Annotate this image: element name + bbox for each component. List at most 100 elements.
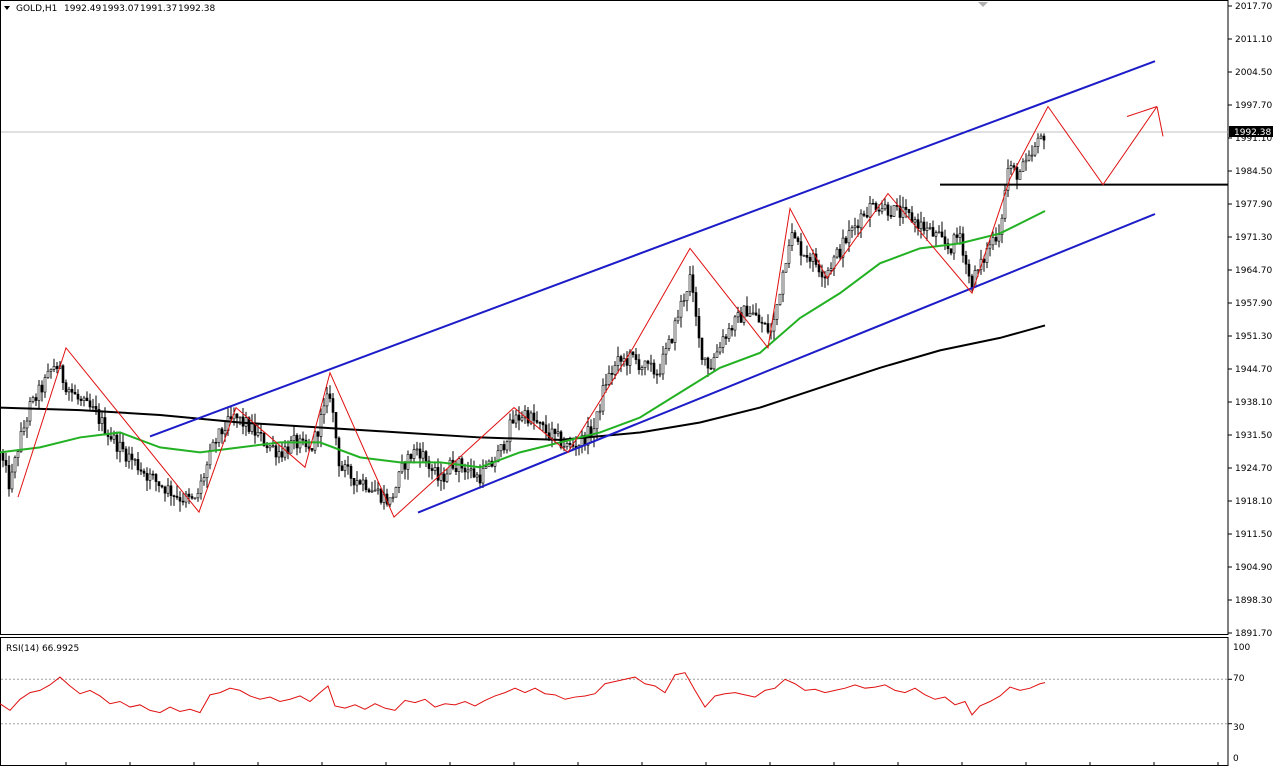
candle-body [301,438,305,441]
rsi-level-0: 0 [1233,754,1239,764]
candle-body [523,410,527,419]
candle-body [112,434,116,440]
candle-body [499,444,503,452]
candle-body [643,360,647,368]
channel-upper-line [149,60,1156,438]
candle-body [1009,165,1013,169]
candle-body [259,432,263,434]
price-tick-label: 1911.50 [1235,530,1272,540]
candle-body [1003,189,1007,219]
candle-body [556,431,560,434]
candle-body [1012,165,1016,168]
candle-body [184,493,188,503]
candle-body [37,384,41,401]
ohlc-high: 1993.07 [102,4,139,14]
candle-body [1033,146,1037,156]
candle-body [187,493,191,497]
candle-body [637,359,641,371]
candle-body [343,464,347,471]
price-tick-label: 1997.70 [1235,101,1272,111]
candle-body [376,488,380,491]
candle-body [211,441,215,451]
candle-body [91,406,95,408]
candle-body [136,459,140,471]
candle-body [634,354,638,360]
candle-body [565,443,569,448]
candle-body [100,417,104,424]
candle-body [613,365,617,375]
candle-body [988,244,992,249]
zigzag-line [17,105,1158,518]
candle-body [238,416,242,419]
candle-body [619,356,623,362]
candle-body [904,206,908,210]
ma-slow-line [0,324,1046,441]
candle-body [319,414,323,437]
price-tick-label: 1938.10 [1235,398,1272,408]
candle-body [127,453,131,462]
candle-body [157,481,161,486]
candle-body [730,328,734,331]
candle-body [703,357,707,360]
candle-body [61,365,65,383]
candle-body [310,448,314,451]
candle-body [340,465,344,471]
candle-body [670,338,674,343]
candle-body [31,397,35,402]
candle-body [109,436,113,440]
price-tick-label: 1891.70 [1235,629,1272,639]
candle-body [646,360,650,364]
candle-body [655,373,659,376]
candle-body [1042,135,1046,141]
candle-body [868,202,872,218]
candle-body [736,312,740,318]
candle-body [775,304,779,320]
candle-body [280,451,284,458]
candle-body [13,457,17,473]
candle-body [409,454,413,459]
candle-body [772,318,776,332]
candle-body [871,202,875,205]
candle-body [1039,135,1043,139]
candle-body [88,400,92,408]
candle-body [532,412,536,421]
candle-body [880,208,884,212]
price-tick-label: 1951.30 [1235,332,1272,342]
candle-body [316,431,320,437]
candle-body [505,441,509,451]
rsi-label: RSI(14) 66.9925 [6,644,79,654]
candle-body [394,487,398,498]
chart-shift-marker-icon[interactable] [978,2,988,7]
symbol-dropdown-icon[interactable] [4,6,10,10]
candle-body [274,445,278,458]
candle-body [991,237,995,246]
candle-body [598,410,602,413]
price-tick-label: 1918.10 [1235,497,1272,507]
candle-body [217,428,221,443]
candle-body [850,227,854,232]
candle-body [118,441,122,452]
candle-body [76,393,80,400]
candle-body [10,471,14,490]
candle-body [352,478,356,486]
candle-body [121,441,125,450]
candle-body [7,465,11,490]
candle-body [235,413,239,419]
candle-body [649,362,653,365]
candle-body [604,384,608,386]
price-tick-label: 1957.90 [1235,299,1272,309]
candle-body [481,468,485,484]
candle-body [715,351,719,358]
candle-body [919,221,923,230]
candle-body [808,257,812,262]
candle-body [691,274,695,293]
candle-body [928,227,932,229]
candle-body [496,450,500,463]
candle-body [460,458,464,469]
candle-body [664,348,668,355]
price-tick-label: 1971.30 [1235,233,1272,243]
candle-body [529,412,533,424]
candle-body [190,496,194,499]
